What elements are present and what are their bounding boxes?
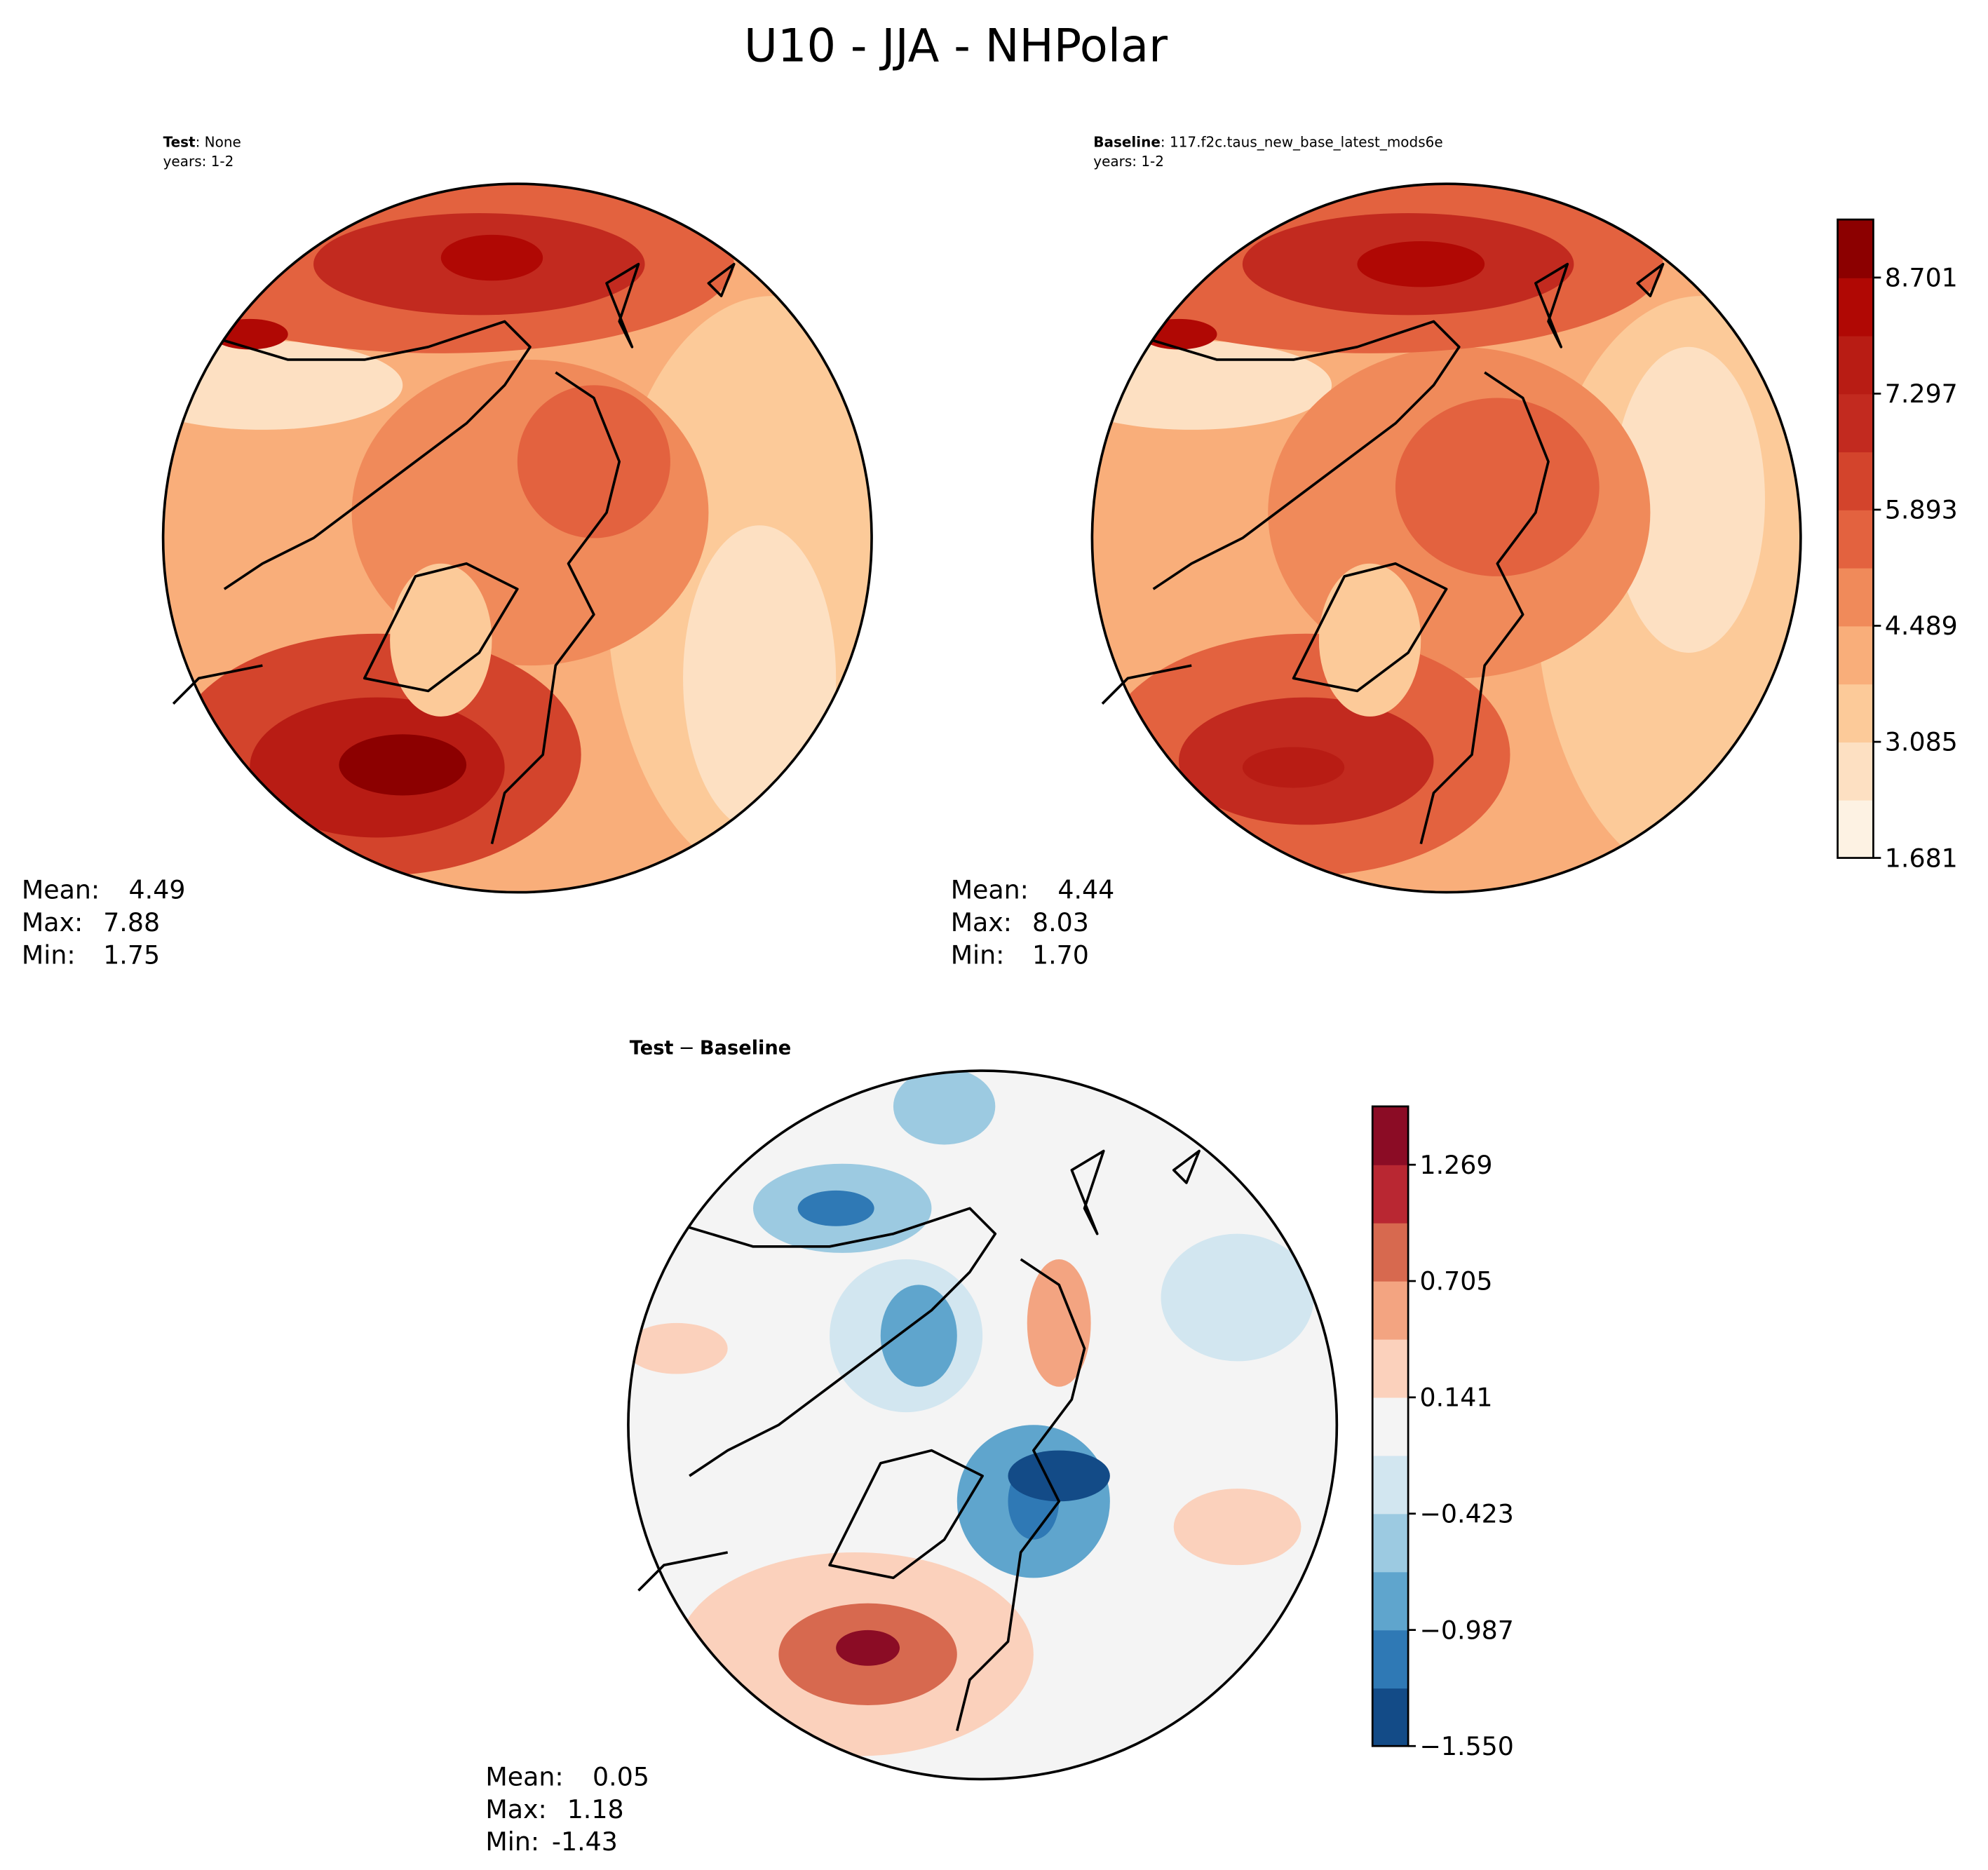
map-baseline bbox=[1090, 182, 1802, 894]
colorbar-tick-label: 3.085 bbox=[1885, 727, 1958, 757]
colorbar-band bbox=[1837, 625, 1874, 685]
stat-label: Max: bbox=[22, 907, 83, 937]
stat-label: Max: bbox=[485, 1794, 546, 1824]
stat-label: Mean: bbox=[22, 875, 100, 905]
map-difference bbox=[627, 1069, 1339, 1781]
stat-value: 8.03 bbox=[1032, 907, 1089, 937]
stat-label: Mean: bbox=[485, 1762, 563, 1792]
colorbar-tick-label: −1.550 bbox=[1419, 1731, 1513, 1761]
colorbar-tick-label: 1.681 bbox=[1885, 843, 1958, 873]
colorbar-tick-label: 4.489 bbox=[1885, 611, 1958, 641]
colorbar-tick-label: 7.297 bbox=[1885, 379, 1958, 409]
colorbar-band bbox=[1837, 393, 1874, 453]
colorbar-tick-label: 0.141 bbox=[1419, 1383, 1492, 1413]
colorbar-band bbox=[1372, 1164, 1409, 1224]
colorbar-band bbox=[1837, 567, 1874, 627]
panel-title-rest: : 117.f2c.taus_new_base_latest_mods6e bbox=[1161, 133, 1443, 150]
colorbar-frame bbox=[1371, 1105, 1409, 1747]
colorbar-band bbox=[1837, 799, 1874, 859]
stat-value: 1.70 bbox=[1032, 940, 1089, 970]
stat-value: -1.43 bbox=[552, 1827, 618, 1857]
colorbar-band bbox=[1372, 1630, 1409, 1689]
colorbar-tick-label: −0.423 bbox=[1419, 1498, 1513, 1529]
stat-label: Mean: bbox=[951, 875, 1029, 905]
stat-value: 1.75 bbox=[103, 940, 160, 970]
panel-title-bold: Test bbox=[163, 133, 196, 150]
panel-title: Test − Baseline bbox=[630, 1037, 792, 1059]
colorbar-band bbox=[1837, 509, 1874, 569]
colorbar-band bbox=[1372, 1222, 1409, 1282]
colorbar-band bbox=[1837, 742, 1874, 801]
panel-title-bold: Baseline bbox=[1093, 133, 1161, 150]
colorbar-band bbox=[1372, 1397, 1409, 1456]
stat-label: Max: bbox=[951, 907, 1012, 937]
colorbar-tick-label: 8.701 bbox=[1885, 263, 1958, 293]
stat-label: Min: bbox=[485, 1827, 539, 1857]
panel-title-bold: Baseline bbox=[700, 1037, 791, 1059]
colorbar-frame bbox=[1837, 218, 1874, 859]
figure-title: U10 - JJA - NHPolar bbox=[744, 20, 1168, 73]
panel-title: Baseline: 117.f2c.taus_new_base_latest_m… bbox=[1093, 133, 1442, 150]
panel-title: Test: None bbox=[163, 133, 241, 150]
panel-years: years: 1-2 bbox=[1093, 153, 1164, 170]
colorbar-band bbox=[1372, 1688, 1409, 1747]
colorbar-tick-label: 5.893 bbox=[1885, 495, 1958, 525]
colorbar-tick-label: −0.987 bbox=[1419, 1615, 1513, 1645]
colorbar-band bbox=[1372, 1571, 1409, 1631]
colorbar-band bbox=[1372, 1513, 1409, 1573]
colorbar-band bbox=[1837, 452, 1874, 510]
colorbar-band bbox=[1837, 684, 1874, 743]
colorbar-band bbox=[1372, 1339, 1409, 1398]
stat-value: 0.05 bbox=[593, 1762, 649, 1792]
colorbar-band bbox=[1372, 1280, 1409, 1340]
panel-title-rest: : None bbox=[196, 133, 241, 150]
colorbar-tick-label: 0.705 bbox=[1419, 1266, 1492, 1296]
stat-label: Min: bbox=[951, 940, 1005, 970]
colorbar-band bbox=[1837, 335, 1874, 395]
stat-label: Min: bbox=[22, 940, 76, 970]
colorbar-band bbox=[1837, 277, 1874, 337]
colorbar-band bbox=[1372, 1455, 1409, 1515]
colorbar-tick-label: 1.269 bbox=[1419, 1150, 1492, 1180]
stat-value: 4.44 bbox=[1057, 875, 1114, 905]
colorbar-band bbox=[1837, 219, 1874, 278]
panel-title-bold: Test bbox=[630, 1037, 674, 1059]
stat-value: 4.49 bbox=[129, 875, 186, 905]
panel-title-sep: − bbox=[679, 1037, 695, 1059]
stat-value: 7.88 bbox=[103, 907, 160, 937]
colorbar-band bbox=[1372, 1106, 1409, 1165]
map-test bbox=[161, 182, 873, 894]
stat-value: 1.18 bbox=[567, 1794, 624, 1824]
panel-years: years: 1-2 bbox=[163, 153, 234, 170]
